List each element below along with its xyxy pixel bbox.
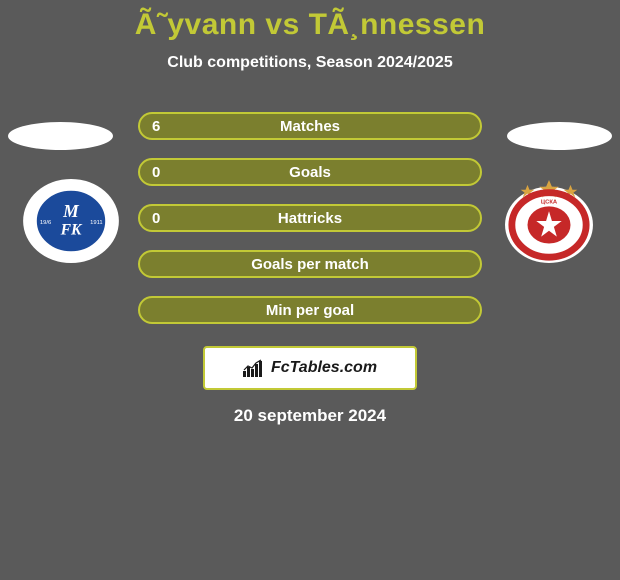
date-text: 20 september 2024 [234,406,386,426]
club-badge-left: M FK 19/6 1911 [22,178,120,264]
cska-badge-icon: ЦСКА [500,178,598,264]
stat-label: Min per goal [266,302,354,319]
player-oval-left [8,122,113,150]
stats-container: 6 Matches 0 Goals 0 Hattricks Goals per … [138,112,482,324]
stat-left-value: 6 [152,118,160,135]
footer-text: FcTables.com [271,359,377,377]
content-wrapper: Ã˜yvann vs TÃ¸nnessen Club competitions,… [0,0,620,580]
svg-text:M: M [62,201,80,221]
svg-text:FK: FK [60,222,83,239]
chart-bars-icon [243,359,265,377]
molde-badge-icon: M FK 19/6 1911 [22,178,120,264]
stat-label: Goals [289,164,331,181]
footer-attribution-box: FcTables.com [203,346,417,390]
stat-row-hattricks: 0 Hattricks [138,204,482,232]
svg-text:19/6: 19/6 [40,220,51,226]
stat-row-matches: 6 Matches [138,112,482,140]
page-title: Ã˜yvann vs TÃ¸nnessen [135,8,486,42]
svg-text:ЦСКА: ЦСКА [541,199,558,205]
stat-row-goals-per-match: Goals per match [138,250,482,278]
svg-text:1911: 1911 [90,220,103,226]
stat-label: Matches [280,118,340,135]
stat-row-goals: 0 Goals [138,158,482,186]
player-oval-right [507,122,612,150]
stat-left-value: 0 [152,210,160,227]
stat-label: Goals per match [251,256,369,273]
club-badge-right: ЦСКА [500,178,598,264]
stat-label: Hattricks [278,210,342,227]
stat-row-min-per-goal: Min per goal [138,296,482,324]
stat-left-value: 0 [152,164,160,181]
page-subtitle: Club competitions, Season 2024/2025 [167,54,452,72]
